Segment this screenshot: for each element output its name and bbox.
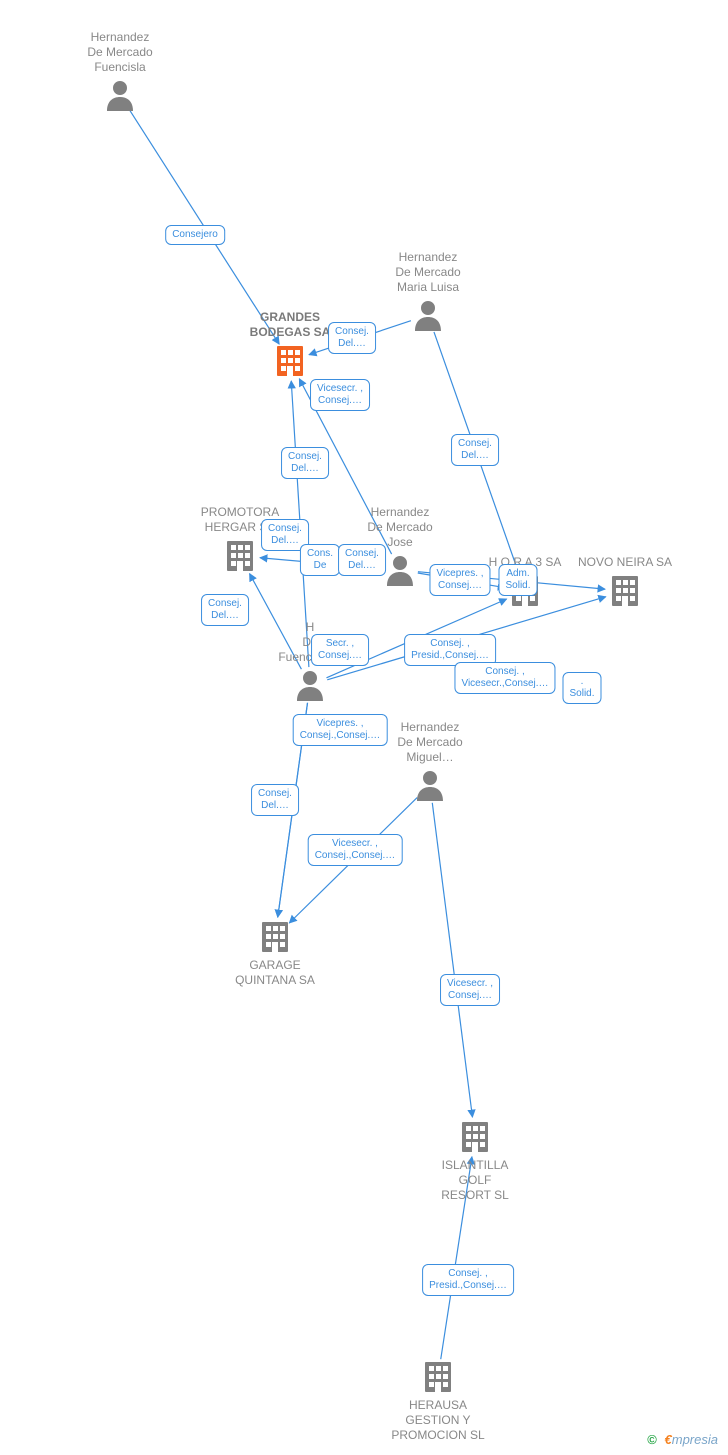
edge-label[interactable]: Cons. De bbox=[300, 544, 340, 576]
edge-label[interactable]: Consej. Del.… bbox=[451, 434, 499, 466]
person-icon[interactable] bbox=[107, 81, 133, 111]
edge-label[interactable]: Consej. , Vicesecr.,Consej.… bbox=[454, 662, 555, 694]
node-novoneira[interactable]: NOVO NEIRA SA bbox=[578, 555, 672, 572]
edge-line bbox=[432, 803, 472, 1117]
building-icon[interactable] bbox=[277, 346, 303, 376]
person-icon[interactable] bbox=[297, 671, 323, 701]
edge-label[interactable]: Consej. Del.… bbox=[251, 784, 299, 816]
node-marialuisa[interactable]: Hernandez De Mercado Maria Luisa bbox=[395, 250, 460, 297]
building-icon[interactable] bbox=[227, 541, 253, 571]
edge-label[interactable]: Consej. Del.… bbox=[338, 544, 386, 576]
node-fuencisla1[interactable]: Hernandez De Mercado Fuencisla bbox=[87, 30, 152, 77]
edge-label[interactable]: Consej. , Presid.,Consej.… bbox=[422, 1264, 514, 1296]
node-label: Hernandez De Mercado Fuencisla bbox=[87, 30, 152, 75]
building-icon[interactable] bbox=[612, 576, 638, 606]
edge-label[interactable]: Vicesecr. , Consej.… bbox=[440, 974, 500, 1006]
edge-label[interactable]: Adm. Solid. bbox=[498, 564, 537, 596]
person-icon[interactable] bbox=[417, 771, 443, 801]
node-grandes[interactable]: GRANDES BODEGAS SA bbox=[250, 310, 331, 342]
edge-label[interactable]: Vicepres. , Consej.… bbox=[429, 564, 490, 596]
building-icon[interactable] bbox=[262, 922, 288, 952]
node-garage[interactable]: GARAGE QUINTANA SA bbox=[235, 954, 315, 990]
brand-rest: mpresia bbox=[672, 1432, 718, 1447]
node-label: Hernandez De Mercado Miguel… bbox=[397, 720, 462, 765]
node-label: GRANDES BODEGAS SA bbox=[250, 310, 331, 340]
building-icon[interactable] bbox=[425, 1362, 451, 1392]
node-label: GARAGE QUINTANA SA bbox=[235, 958, 315, 988]
node-herausa[interactable]: HERAUSA GESTION Y PROMOCION SL bbox=[391, 1394, 484, 1445]
edge-label[interactable]: Consej. Del.… bbox=[201, 594, 249, 626]
node-label: NOVO NEIRA SA bbox=[578, 555, 672, 570]
node-label: ISLANTILLA GOLF RESORT SL bbox=[441, 1158, 509, 1203]
edge-label[interactable]: Consej. Del.… bbox=[281, 447, 329, 479]
node-miguel[interactable]: Hernandez De Mercado Miguel… bbox=[397, 720, 462, 767]
edge-label[interactable]: . Solid. bbox=[562, 672, 601, 704]
brand-first-letter: € bbox=[665, 1432, 672, 1447]
person-icon[interactable] bbox=[415, 301, 441, 331]
building-icon[interactable] bbox=[462, 1122, 488, 1152]
node-label: Hernandez De Mercado Maria Luisa bbox=[395, 250, 460, 295]
edge-label[interactable]: Vicesecr. , Consej.… bbox=[310, 379, 370, 411]
edge-label[interactable]: Vicesecr. , Consej.,Consej.… bbox=[308, 834, 403, 866]
person-icon[interactable] bbox=[387, 556, 413, 586]
copyright-symbol: © bbox=[647, 1432, 657, 1447]
node-islantilla[interactable]: ISLANTILLA GOLF RESORT SL bbox=[441, 1154, 509, 1205]
copyright: © €mpresia bbox=[647, 1432, 718, 1447]
edge-label[interactable]: Consejero bbox=[165, 225, 225, 245]
node-label: HERAUSA GESTION Y PROMOCION SL bbox=[391, 1398, 484, 1443]
edge-label[interactable]: Consej. Del.… bbox=[328, 322, 376, 354]
edge-label[interactable]: Secr. , Consej.… bbox=[311, 634, 369, 666]
edge-label[interactable]: Vicepres. , Consej.,Consej.… bbox=[293, 714, 388, 746]
